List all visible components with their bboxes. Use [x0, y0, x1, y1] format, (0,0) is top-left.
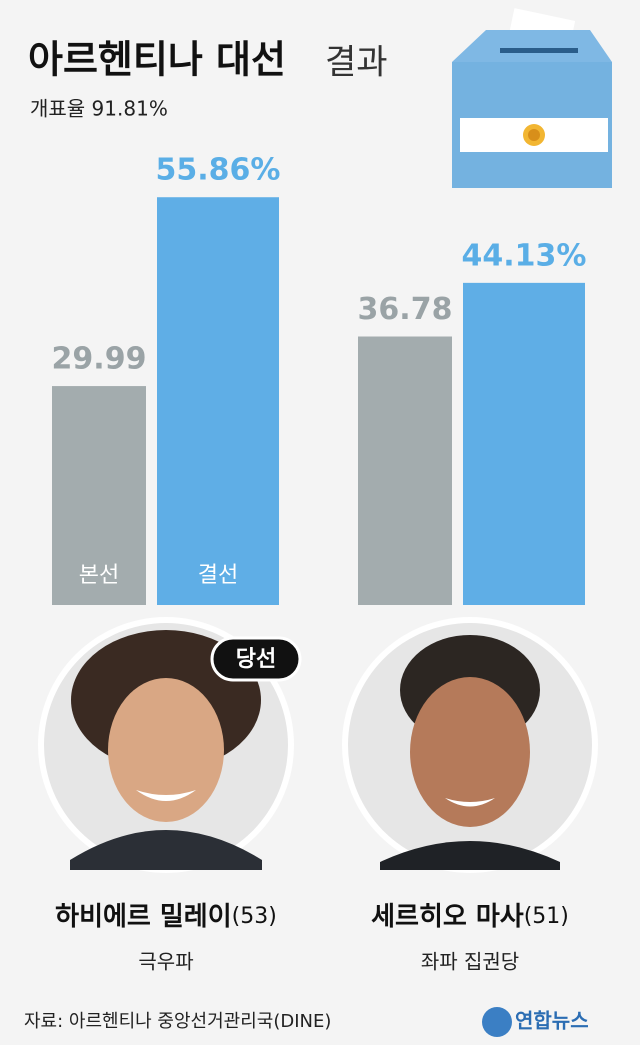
value-label: 55.86% [156, 153, 281, 188]
winner-badge: 당선 [210, 636, 302, 682]
candidate-party: 좌파 집권당 [421, 950, 519, 974]
logo-text: 연합뉴스 [515, 1009, 589, 1033]
value-label: 36.78 [358, 292, 453, 327]
source: 자료: 아르헨티나 중앙선거관리국(DINE) [24, 1011, 331, 1032]
value-label: 29.99 [52, 342, 147, 377]
portrait-2 [342, 617, 598, 873]
candidate-name: 세르히오 마사(51) [371, 902, 569, 932]
ballot-box [452, 8, 612, 188]
subtitle: 개표율 91.81% [30, 97, 168, 121]
bar [463, 282, 585, 605]
candidate-age: (51) [524, 904, 569, 929]
value-label: 44.13% [462, 238, 587, 273]
series-label: 본선 [79, 563, 119, 588]
winner-badge-text: 당선 [236, 647, 276, 672]
candidate-party: 극우파 [138, 950, 193, 974]
bar [157, 197, 279, 606]
candidate-name-text: 하비에르 밀레이 [55, 902, 232, 932]
candidate-age: (53) [232, 904, 277, 929]
bar [358, 336, 452, 605]
candidate-name: 하비에르 밀레이(53) [55, 902, 277, 932]
candidate-name-text: 세르히오 마사 [371, 902, 524, 932]
logo: 연합뉴스 [482, 1007, 589, 1037]
series-label: 결선 [198, 563, 238, 588]
bar [52, 386, 146, 605]
chart-title: 아르헨티나 대선 [28, 38, 286, 82]
chart-title-suffix: 결과 [325, 43, 388, 83]
